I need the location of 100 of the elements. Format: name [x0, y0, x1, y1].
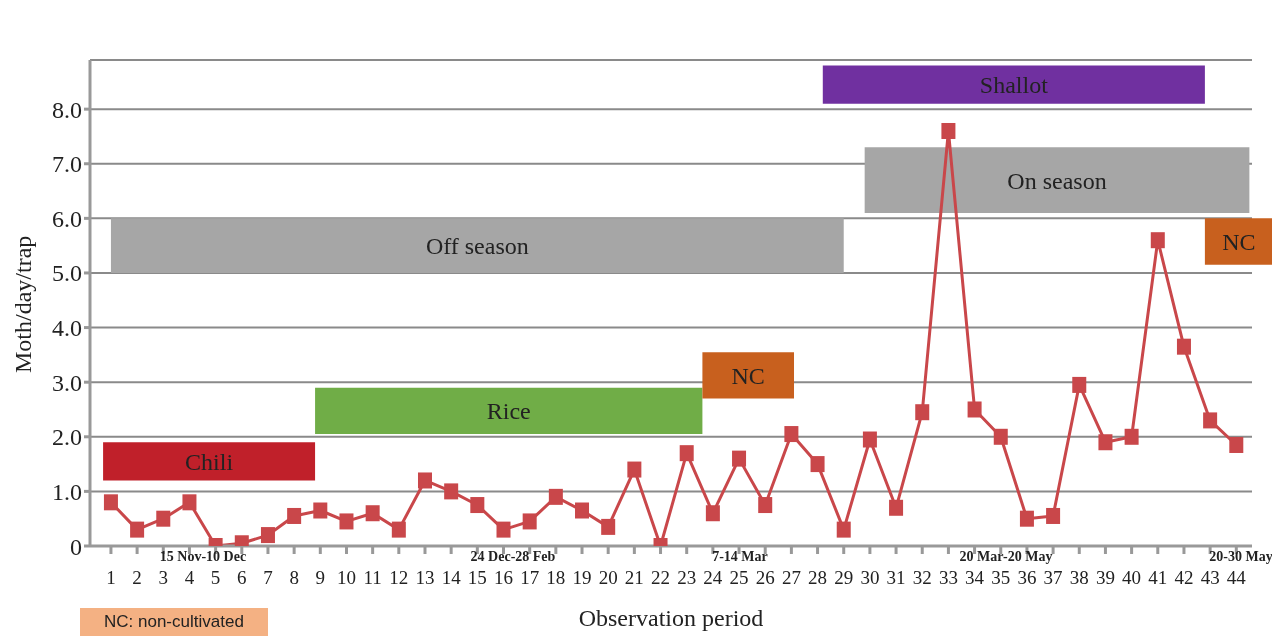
x-tick-label: 10: [336, 567, 356, 588]
x-tick-label: 43: [1200, 567, 1220, 588]
point: [810, 456, 825, 473]
y-tick-label: 1.0: [52, 478, 82, 505]
point: [548, 488, 563, 505]
point: [156, 510, 171, 527]
x-tick-label: 42: [1174, 567, 1194, 588]
point: [1176, 338, 1191, 355]
point: [941, 122, 956, 139]
y-tick-label: 2.0: [52, 424, 82, 451]
point: [679, 445, 694, 462]
point: [444, 483, 459, 500]
x-tick-label: 34: [965, 567, 985, 588]
x-tick-label: 33: [938, 567, 958, 588]
band-label: NC: [731, 362, 765, 389]
band-label: NC: [1222, 229, 1256, 256]
x-tick-label: 18: [546, 567, 566, 588]
x-tick-label: 38: [1069, 567, 1089, 588]
point: [260, 527, 275, 544]
x-tick-label: 25: [729, 567, 749, 588]
band-label: Chili: [185, 448, 234, 475]
point: [784, 426, 799, 443]
x-tick-label: 41: [1148, 567, 1168, 588]
text: 7-14 Mar: [712, 549, 768, 564]
point: [575, 502, 590, 519]
band-label: Rice: [486, 398, 531, 425]
y-tick-label: 7.0: [52, 151, 82, 178]
x-tick-label: 15: [467, 567, 487, 588]
point: [732, 450, 747, 467]
x-tick-label: 35: [991, 567, 1011, 588]
point: [601, 518, 616, 535]
text: 15 Nov-10 Dec: [159, 549, 247, 564]
point: [103, 494, 118, 511]
y-tick-label: 0: [70, 533, 82, 560]
x-tick-label: 30: [860, 567, 880, 588]
x-tick-label: 7: [263, 567, 273, 588]
point: [182, 494, 197, 511]
text: 24 Dec-28 Feb: [470, 549, 556, 564]
x-tick-label: 24: [703, 567, 723, 588]
point: [993, 428, 1008, 445]
x-tick-label: 16: [494, 567, 513, 588]
x-tick-label: 17: [520, 567, 540, 588]
y-axis-title: Moth/day/trap: [9, 235, 36, 373]
y-tick-label: 4.0: [52, 315, 82, 342]
point: [967, 401, 982, 418]
band-label: Shallot: [979, 72, 1049, 99]
x-tick-label: 12: [389, 567, 409, 588]
point: [130, 521, 145, 538]
x-tick-label: 13: [415, 567, 435, 588]
point: [1150, 232, 1165, 249]
x-tick-label: 1: [106, 567, 116, 588]
x-tick-label: 19: [572, 567, 592, 588]
y-tick-label: 5.0: [52, 260, 82, 287]
x-tick-label: 5: [210, 567, 221, 588]
y-tick-label: 6.0: [52, 205, 82, 232]
x-tick-label: 22: [651, 567, 671, 588]
x-tick-label: 26: [755, 567, 775, 588]
x-tick-label: 37: [1043, 567, 1063, 588]
x-tick-label: 20: [598, 567, 618, 588]
point: [522, 513, 537, 530]
x-tick-label: 40: [1122, 567, 1142, 588]
x-tick-label: 31: [886, 567, 906, 588]
x-axis-title: Observation period: [578, 605, 764, 631]
text: 20-30 May: [1209, 549, 1273, 564]
band-label: On season: [1007, 167, 1107, 194]
point: [339, 513, 354, 530]
x-tick-label: 4: [184, 567, 195, 588]
point: [496, 521, 511, 538]
point: [391, 521, 406, 538]
x-tick-label: 23: [677, 567, 697, 588]
y-tick-label: 8.0: [52, 96, 82, 123]
point: [915, 404, 930, 421]
point: [1124, 428, 1139, 445]
y-tick-label: 3.0: [52, 369, 82, 396]
x-tick-label: 28: [808, 567, 828, 588]
x-tick-label: 3: [158, 567, 169, 588]
point: [1046, 507, 1061, 524]
text: NC: non-cultivated: [80, 608, 268, 636]
point: [1229, 436, 1244, 453]
x-tick-label: 29: [834, 567, 854, 588]
x-tick-label: 32: [912, 567, 932, 588]
point: [862, 431, 877, 448]
point: [417, 472, 432, 489]
point: [287, 507, 302, 524]
x-tick-label: 14: [441, 567, 462, 588]
point: [1098, 434, 1113, 451]
point: [627, 461, 642, 478]
x-tick-label: 2: [132, 567, 142, 588]
x-tick-label: 44: [1226, 567, 1247, 588]
point: [470, 497, 485, 514]
point: [365, 505, 380, 522]
x-tick-label: 21: [624, 567, 644, 588]
point: [1019, 510, 1034, 527]
point: [889, 499, 904, 516]
point: [1072, 376, 1087, 393]
x-tick-label: 11: [363, 567, 382, 588]
x-tick-label: 36: [1017, 567, 1037, 588]
x-tick-label: 6: [237, 567, 247, 588]
x-tick-label: 27: [781, 567, 801, 588]
x-tick-label: 39: [1095, 567, 1115, 588]
